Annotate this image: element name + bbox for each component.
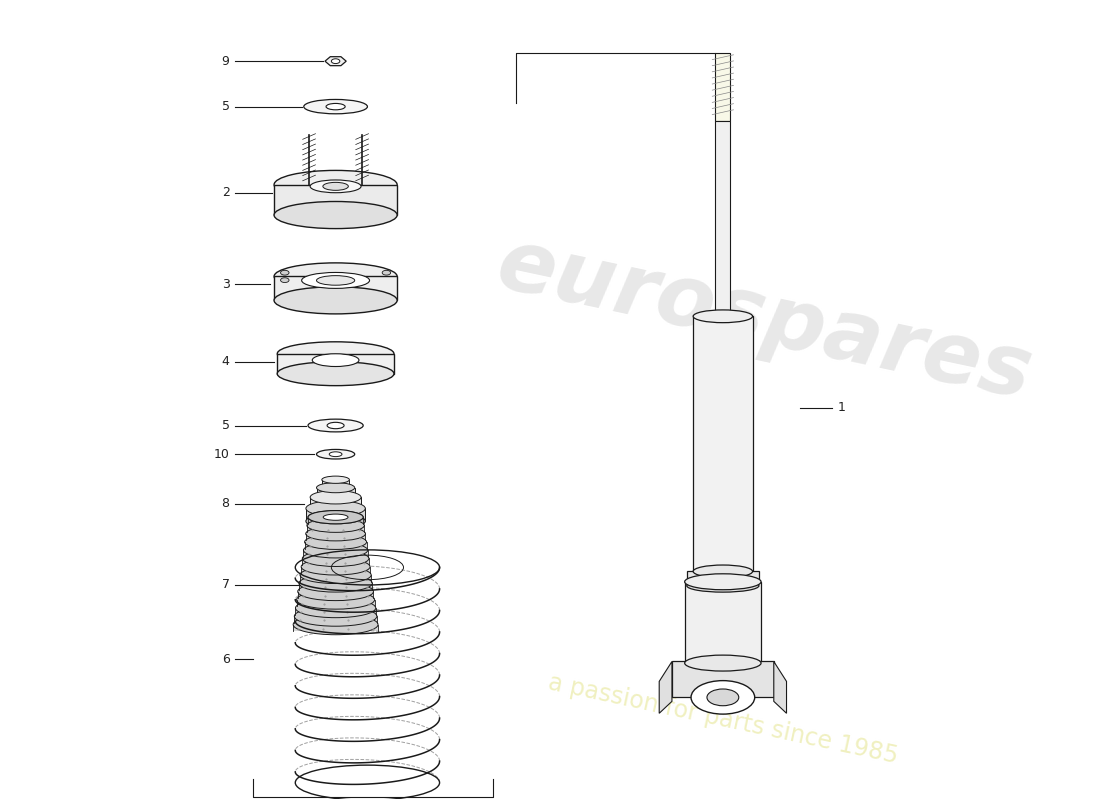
Ellipse shape — [295, 606, 377, 626]
Ellipse shape — [306, 501, 365, 516]
Ellipse shape — [693, 310, 752, 322]
Polygon shape — [317, 488, 354, 498]
Text: 5: 5 — [221, 100, 230, 113]
Ellipse shape — [298, 582, 374, 601]
Polygon shape — [322, 480, 350, 488]
Text: 2: 2 — [221, 186, 230, 199]
Ellipse shape — [294, 614, 378, 634]
Ellipse shape — [274, 202, 397, 229]
Ellipse shape — [296, 598, 376, 618]
Ellipse shape — [305, 534, 366, 550]
Ellipse shape — [331, 58, 340, 63]
Text: 7: 7 — [221, 578, 230, 591]
Polygon shape — [308, 517, 363, 524]
Polygon shape — [306, 509, 365, 521]
Ellipse shape — [312, 354, 359, 366]
Polygon shape — [274, 185, 397, 215]
Ellipse shape — [323, 514, 348, 520]
Text: 5: 5 — [221, 419, 230, 432]
Ellipse shape — [382, 270, 390, 275]
Ellipse shape — [322, 476, 350, 483]
Text: 8: 8 — [221, 497, 230, 510]
Ellipse shape — [308, 510, 363, 524]
Polygon shape — [307, 526, 364, 532]
Ellipse shape — [299, 574, 372, 592]
Ellipse shape — [707, 689, 739, 706]
Polygon shape — [296, 608, 376, 614]
Polygon shape — [686, 571, 759, 586]
Ellipse shape — [306, 514, 365, 529]
Ellipse shape — [300, 566, 371, 583]
Ellipse shape — [310, 490, 361, 504]
Polygon shape — [672, 662, 773, 698]
Ellipse shape — [306, 526, 365, 541]
Polygon shape — [773, 662, 786, 714]
Text: 10: 10 — [213, 448, 230, 461]
Ellipse shape — [327, 422, 344, 429]
Ellipse shape — [280, 278, 289, 282]
Ellipse shape — [308, 419, 363, 432]
Polygon shape — [306, 534, 365, 540]
Polygon shape — [304, 550, 367, 557]
Ellipse shape — [297, 590, 375, 609]
Ellipse shape — [308, 510, 363, 524]
Ellipse shape — [326, 103, 345, 110]
Ellipse shape — [693, 565, 752, 578]
Text: 9: 9 — [221, 54, 230, 68]
Polygon shape — [294, 625, 378, 631]
Ellipse shape — [277, 362, 394, 386]
Polygon shape — [659, 662, 672, 714]
Ellipse shape — [301, 273, 370, 288]
Polygon shape — [298, 591, 374, 598]
Ellipse shape — [301, 558, 370, 575]
Text: eurospares: eurospares — [491, 223, 1041, 418]
Ellipse shape — [691, 681, 755, 714]
Polygon shape — [324, 57, 346, 66]
Ellipse shape — [329, 452, 342, 457]
Polygon shape — [302, 558, 368, 565]
Polygon shape — [277, 354, 394, 374]
Text: 6: 6 — [221, 653, 230, 666]
Ellipse shape — [684, 655, 761, 671]
Polygon shape — [715, 54, 730, 121]
Polygon shape — [693, 316, 752, 571]
Ellipse shape — [310, 180, 361, 193]
Ellipse shape — [277, 342, 394, 366]
Polygon shape — [305, 542, 366, 549]
Polygon shape — [297, 600, 375, 606]
Ellipse shape — [317, 450, 354, 459]
Ellipse shape — [684, 574, 761, 590]
Polygon shape — [299, 583, 372, 590]
Ellipse shape — [317, 482, 354, 493]
Ellipse shape — [302, 550, 368, 566]
Ellipse shape — [686, 579, 759, 592]
Polygon shape — [684, 582, 761, 663]
Text: 3: 3 — [221, 278, 230, 291]
Polygon shape — [300, 575, 371, 582]
Polygon shape — [274, 277, 397, 300]
Text: a passion for parts since 1985: a passion for parts since 1985 — [546, 670, 900, 768]
Ellipse shape — [280, 270, 289, 275]
Ellipse shape — [274, 286, 397, 314]
Polygon shape — [295, 616, 377, 623]
Ellipse shape — [274, 170, 397, 199]
Polygon shape — [715, 121, 730, 324]
Ellipse shape — [304, 542, 367, 558]
Text: 1: 1 — [837, 402, 845, 414]
Polygon shape — [301, 566, 370, 574]
Polygon shape — [310, 498, 361, 509]
Ellipse shape — [317, 276, 354, 285]
Text: 4: 4 — [221, 355, 230, 368]
Ellipse shape — [307, 518, 364, 532]
Ellipse shape — [323, 182, 349, 190]
Ellipse shape — [304, 99, 367, 114]
Ellipse shape — [274, 263, 397, 290]
